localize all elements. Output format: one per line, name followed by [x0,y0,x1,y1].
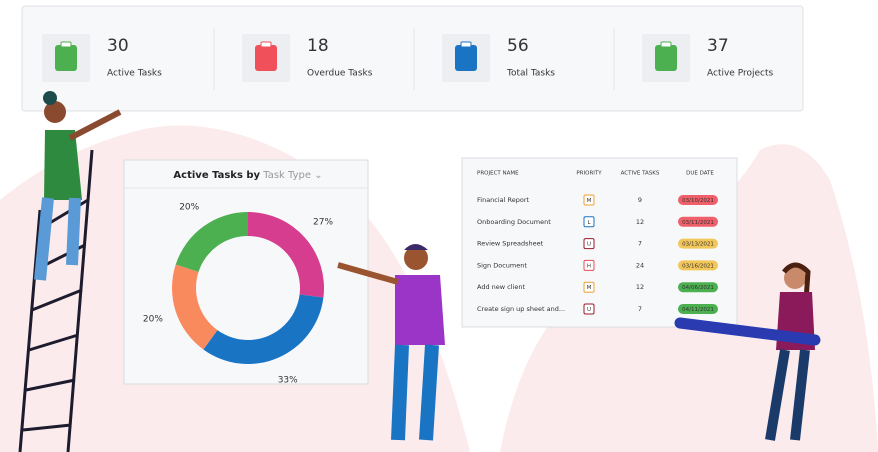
due-date: 03/13/2021 [682,242,714,248]
table-header: ACTIVE TASKS [621,171,660,177]
priority: H [587,263,591,269]
stat-value: 18 [307,36,329,56]
due-pill [678,195,718,205]
stat-icon-clip [660,41,672,48]
due-pill [678,304,718,314]
priority-badge [583,194,595,206]
donut-slice [172,264,218,350]
data-label: 20% [143,314,163,324]
priority: L [587,220,591,226]
due-date: 04/11/2021 [682,307,714,313]
stat-icon-clip [460,41,472,48]
priority-badge [583,238,595,250]
ladder [18,149,94,452]
data-label: 33% [278,375,298,385]
stat-label: Active Projects [707,69,773,79]
chart-title: Active Tasks by [173,170,260,181]
priority: M [587,285,592,291]
due-pill [678,282,718,293]
chart-header: Active Tasks by Task Type ⌄ [173,170,322,181]
table-header: PRIORITY [576,171,602,177]
data-label: 27% [313,217,333,227]
project-name: Financial Report [477,196,530,204]
active-tasks: 12 [636,283,644,291]
active-tasks: 24 [636,261,644,269]
active-tasks: 12 [636,218,644,226]
table-header: DUE DATE [686,171,714,177]
stats-card [21,5,804,112]
stat-label: Overdue Tasks [307,69,373,79]
person-pointing [337,244,445,441]
donut-slice [248,212,325,298]
stat-icon [655,45,677,71]
stat-label: Active Tasks [107,69,162,79]
project-name: Sign Document [477,261,527,269]
priority: U [587,307,591,313]
active-tasks: 7 [638,305,642,313]
priority-badge [583,281,595,293]
due-date: 04/06/2021 [682,285,714,291]
stat-value: 30 [107,36,129,56]
project-name: Create sign up sheet and... [477,305,565,313]
priority: M [587,198,592,204]
due-date: 03/16/2021 [682,263,714,269]
project-name: Onboarding Document [477,218,551,226]
priority: U [587,242,591,248]
priority-badge [583,303,595,315]
donut-slice [203,294,324,364]
stat-icon-clip [260,41,272,48]
active-tasks: 9 [638,196,642,204]
data-label: 20% [179,203,199,213]
active-tasks: 7 [638,240,642,248]
project-name: Review Spreadsheet [477,240,544,248]
stat-label: Total Tasks [506,69,555,79]
due-date: 03/11/2021 [682,220,714,226]
chart-filter[interactable]: Task Type [262,170,311,181]
donut-slice [175,212,248,272]
priority-badge [583,259,595,271]
due-pill [678,216,718,227]
person-ladder [34,91,122,281]
stat-icon [55,45,77,71]
stat-value: 37 [707,36,729,56]
stat-icon-clip [60,41,72,48]
project-name: Add new client [477,283,525,291]
stat-value: 56 [507,36,529,56]
table-header: PROJECT NAME [477,171,519,177]
due-pill [678,238,718,249]
priority-badge [583,216,595,228]
person-pencil [674,262,821,441]
due-pill [678,260,718,271]
due-date: 03/10/2021 [682,198,714,204]
stat-icon [455,45,477,71]
stat-icon [255,45,277,71]
